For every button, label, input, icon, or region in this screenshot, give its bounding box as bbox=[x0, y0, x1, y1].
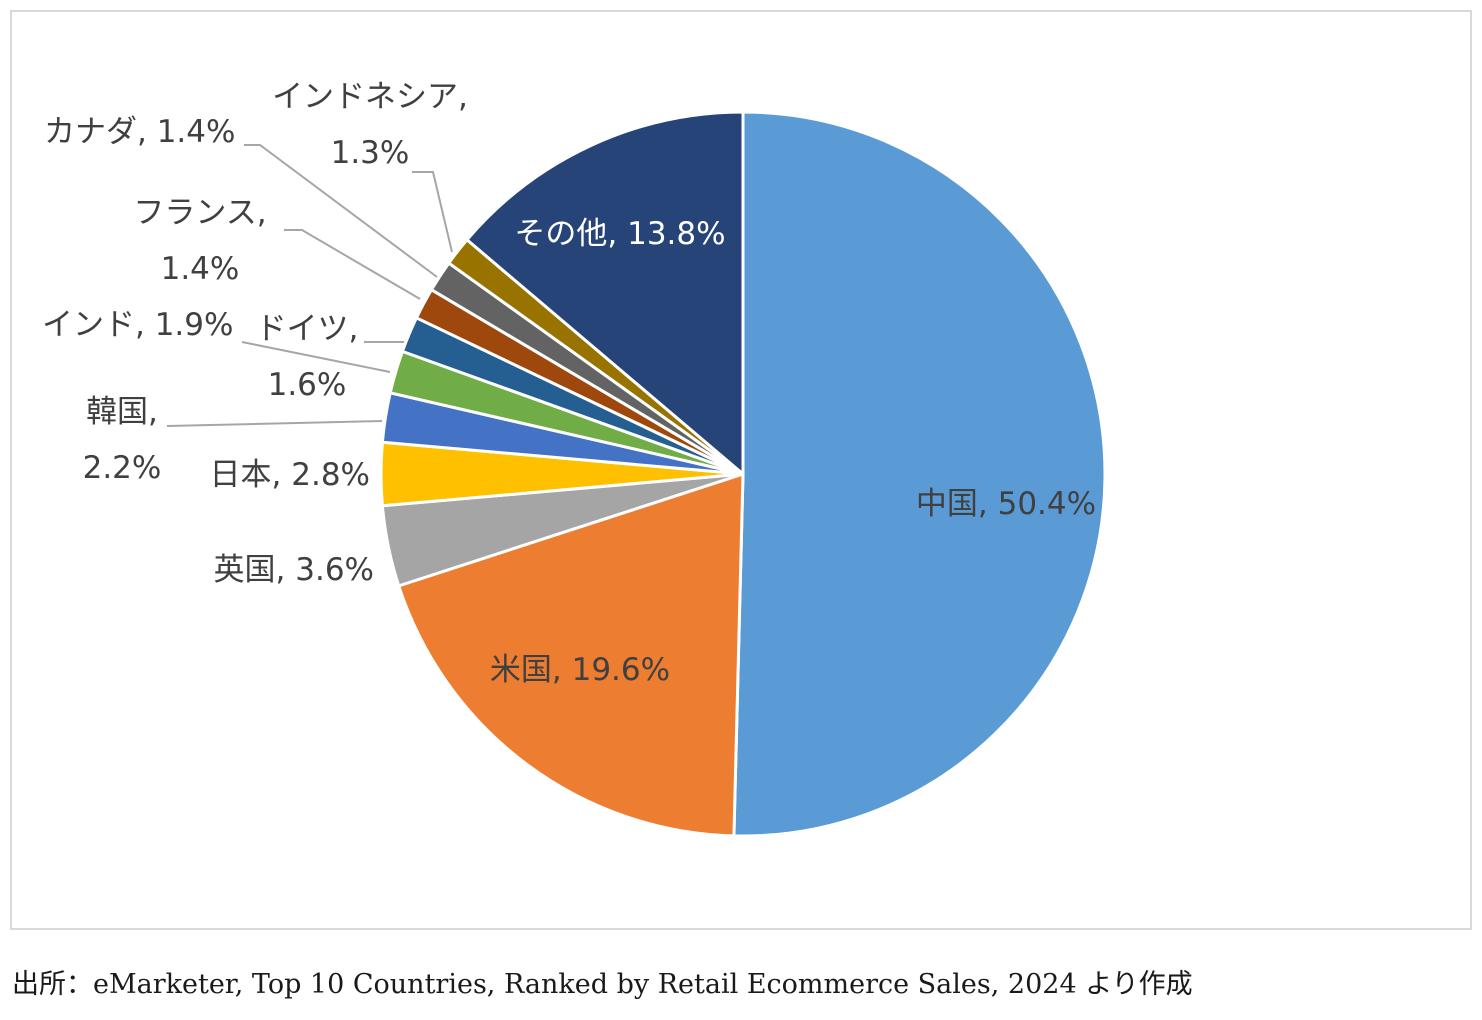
leader-line-4 bbox=[166, 420, 383, 427]
data-label-line: ドイツ, bbox=[256, 311, 359, 347]
pie-slice-0 bbox=[732, 110, 1107, 838]
leader-line-9 bbox=[412, 171, 453, 253]
data-label-0: 中国, 50.4% bbox=[916, 486, 1096, 522]
data-label-line: 1.6% bbox=[268, 367, 347, 403]
chart-frame: 中国, 50.4% 米国, 19.6% 英国, 3.6% 日本, 2.8% 韓国, 2.2… bbox=[10, 10, 1472, 930]
leader-line-5 bbox=[241, 341, 391, 373]
data-label-9: インドネシア, 1.3% bbox=[272, 79, 468, 171]
data-label-2: 英国, 3.6% bbox=[214, 552, 374, 588]
data-label-6: ドイツ, 1.6% bbox=[256, 311, 359, 403]
data-label-8: カナダ, 1.4% bbox=[44, 114, 235, 150]
leader-line-8 bbox=[244, 144, 438, 278]
data-label-line: 1.4% bbox=[161, 251, 240, 287]
data-label-4: 韓国, 2.2% bbox=[83, 394, 162, 486]
data-label-line: 2.2% bbox=[83, 450, 162, 486]
data-label-3: 日本, 2.8% bbox=[210, 457, 370, 493]
leader-line-7 bbox=[284, 229, 421, 300]
data-label-5: インド, 1.9% bbox=[42, 307, 233, 343]
data-label-10: その他, 13.8% bbox=[514, 216, 725, 252]
pie-slice-1 bbox=[397, 472, 745, 838]
source-note: 出所：eMarketer, Top 10 Countries, Ranked b… bbox=[12, 969, 1193, 1000]
data-label-1: 米国, 19.6% bbox=[490, 652, 670, 688]
data-label-line: 韓国, bbox=[86, 394, 158, 430]
data-label-7: フランス, 1.4% bbox=[133, 195, 266, 287]
data-label-line: インドネシア, bbox=[272, 79, 468, 115]
pie-slice-10 bbox=[465, 110, 745, 476]
pie-chart: 中国, 50.4% 米国, 19.6% 英国, 3.6% 日本, 2.8% 韓国, 2.2… bbox=[42, 79, 1107, 838]
data-label-line: フランス, bbox=[133, 195, 266, 231]
data-label-line: 1.3% bbox=[331, 135, 410, 171]
